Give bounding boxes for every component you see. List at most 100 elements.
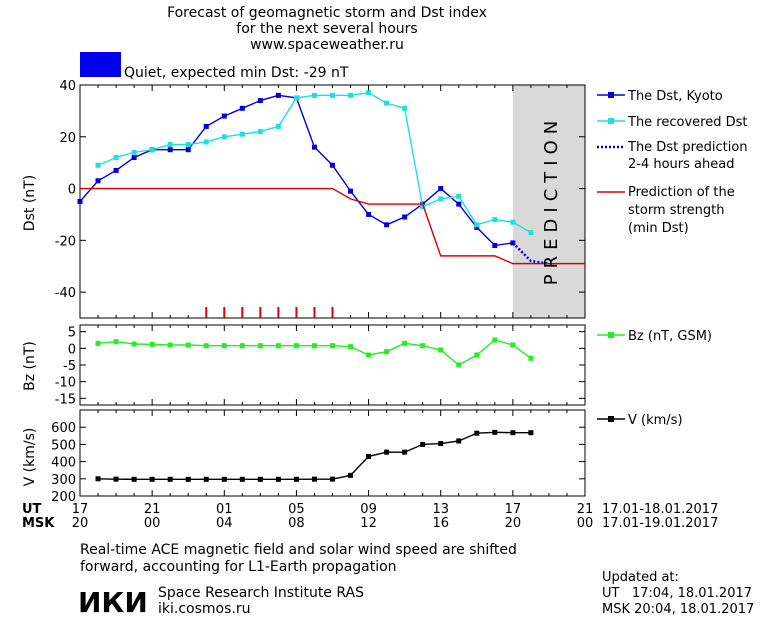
data-point — [239, 476, 245, 482]
data-point — [275, 92, 281, 98]
data-point — [366, 352, 372, 358]
data-point — [275, 343, 281, 349]
msk-tick-label: 04 — [216, 516, 233, 531]
data-point — [510, 430, 516, 436]
data-point — [113, 339, 119, 345]
bz-panel: 50 -5 -10-15 — [55, 324, 586, 407]
y-tick-label: 20 — [59, 131, 76, 146]
y-tick-label: -15 — [55, 392, 76, 407]
data-point — [95, 162, 101, 168]
data-point — [149, 147, 155, 153]
legend-pred-line1: The Dst prediction — [627, 140, 748, 155]
msk-tick-label: 20 — [505, 516, 522, 531]
updated-msk: MSK 20:04, 18.01.2017 — [602, 602, 754, 617]
ut-tick-label: 21 — [144, 502, 161, 517]
msk-date-range: 17.01-19.01.2017 — [602, 516, 718, 531]
data-point — [528, 355, 534, 361]
ut-tick-label: 01 — [216, 502, 233, 517]
series-line — [511, 242, 550, 265]
series-line — [79, 94, 513, 247]
y-tick-label: 0 — [68, 183, 76, 198]
legend-bz-label: Bz (nT, GSM) — [628, 329, 712, 344]
data-point — [348, 472, 354, 478]
y-tick-label: 40 — [59, 79, 76, 94]
y-tick-label: 0 — [68, 342, 76, 357]
data-point — [131, 476, 137, 482]
data-point — [492, 337, 498, 343]
data-point — [438, 186, 444, 192]
iki-logo: ИКИ — [78, 586, 148, 619]
data-point — [311, 92, 317, 98]
data-point — [149, 341, 155, 347]
data-point — [131, 149, 137, 155]
legend-pred-line2: 2-4 hours ahead — [628, 157, 734, 172]
data-point — [311, 476, 317, 482]
data-point — [221, 476, 227, 482]
data-point — [185, 342, 191, 348]
data-point — [402, 214, 408, 220]
data-point — [185, 476, 191, 482]
data-point — [185, 147, 191, 153]
institute-site: iki.cosmos.ru — [158, 601, 250, 617]
series-line — [97, 92, 532, 234]
x-tick-labels: 17 21 01 05 09 13 17 21 20 00 04 08 12 16 20 00 — [72, 502, 594, 531]
data-point — [239, 105, 245, 111]
y-tick-label: 500 — [51, 438, 76, 453]
legend-storm-line2: storm strength — [628, 203, 725, 218]
data-point — [456, 193, 462, 199]
data-point — [474, 222, 480, 228]
institute-name: Space Research Institute RAS — [158, 585, 364, 601]
data-point — [492, 217, 498, 223]
data-point — [474, 352, 480, 358]
data-point — [528, 430, 534, 436]
data-point — [330, 92, 335, 98]
data-point — [113, 476, 119, 482]
data-point — [330, 476, 335, 482]
legend-dst: The Dst, Kyoto The recovered Dst The Dst… — [597, 89, 748, 236]
data-point — [95, 178, 101, 184]
y-tick-label: 5 — [68, 326, 76, 341]
data-point — [420, 343, 426, 349]
y-tick-label: -10 — [55, 376, 76, 391]
data-point — [348, 92, 354, 98]
y-tick-label: 600 — [51, 421, 76, 436]
msk-tick-label: 08 — [288, 516, 305, 531]
y-tick-label: -5 — [63, 359, 76, 374]
data-point — [221, 343, 227, 349]
legend-storm-line3: (min Dst) — [628, 221, 689, 236]
data-point — [293, 343, 299, 349]
ut-tick-label: 05 — [288, 502, 305, 517]
data-point — [492, 429, 498, 435]
status-swatch — [80, 52, 121, 77]
data-point — [384, 349, 390, 355]
msk-axis-label: MSK — [22, 516, 55, 531]
data-point — [239, 343, 245, 349]
prediction-zone — [512, 85, 585, 318]
chart-title-line2: for the next several hours — [236, 21, 417, 37]
series-line — [80, 187, 585, 265]
data-point — [330, 343, 335, 349]
y-tick-label: 200 — [51, 490, 76, 505]
data-point — [456, 201, 462, 207]
data-point — [293, 476, 299, 482]
ut-date-range: 17.01-18.01.2017 — [602, 502, 718, 517]
legend-v: V (km/s) — [597, 413, 683, 428]
data-point — [203, 476, 209, 482]
msk-tick-label: 16 — [432, 516, 449, 531]
data-point — [257, 343, 263, 349]
ut-tick-label: 21 — [577, 502, 594, 517]
ut-tick-label: 17 — [72, 502, 89, 517]
msk-tick-label: 12 — [360, 516, 377, 531]
data-point — [366, 90, 372, 96]
data-point — [77, 199, 83, 204]
legend-v-label: V (km/s) — [628, 413, 683, 428]
y-tick-label: -40 — [55, 286, 76, 301]
data-point — [492, 243, 498, 249]
data-point — [384, 222, 390, 228]
data-point — [113, 154, 119, 160]
data-point — [167, 142, 173, 148]
data-point — [474, 430, 480, 436]
dst-panel: 40 20 0 -20 -40 — [55, 79, 586, 319]
data-point — [420, 441, 426, 447]
